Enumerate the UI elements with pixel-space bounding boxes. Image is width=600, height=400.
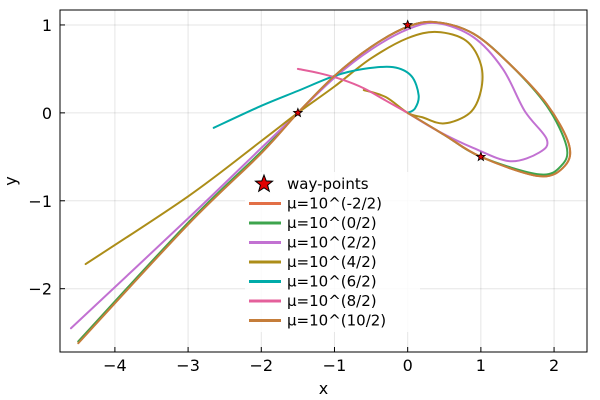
y-tick-label: 0 bbox=[42, 104, 52, 123]
legend-star-icon bbox=[254, 173, 274, 193]
legend-label-3: μ=10^(4/2) bbox=[287, 253, 377, 271]
plot-frame bbox=[59, 9, 588, 353]
series-line-5 bbox=[296, 67, 409, 114]
x-tick-label: 1 bbox=[476, 356, 486, 375]
y-axis-label: y bbox=[1, 176, 20, 185]
x-tick-label: −2 bbox=[249, 356, 273, 375]
x-tick-label: −3 bbox=[176, 356, 200, 375]
legend: way-points μ=10^(-2/2)μ=10^(0/2) μ=10^(2/2… bbox=[245, 172, 420, 332]
waypoint-star-marker bbox=[292, 107, 304, 118]
axis-ticks: −4 −3 −2 −1 0 1 2 −2 −1 0 1 bbox=[28, 16, 559, 375]
legend-label-5: μ=10^(8/2) bbox=[287, 292, 377, 310]
x-tick-label: 0 bbox=[403, 356, 413, 375]
legend-label-2: μ=10^(2/2) bbox=[287, 234, 377, 252]
series-line-6 bbox=[77, 20, 572, 345]
waypoint-markers bbox=[292, 19, 487, 162]
series-line-2 bbox=[69, 21, 549, 330]
legend-label-6: μ=10^(10/2) bbox=[287, 312, 386, 330]
x-tick-label: −4 bbox=[103, 356, 127, 375]
x-axis-label: x bbox=[319, 379, 328, 398]
y-tick-label: 1 bbox=[42, 16, 52, 35]
series-lines bbox=[69, 20, 572, 345]
legend-label-0: μ=10^(-2/2) bbox=[287, 195, 382, 213]
legend-label-4: μ=10^(6/2) bbox=[287, 273, 377, 291]
x-tick-label: −1 bbox=[323, 356, 347, 375]
x-tick-label: 2 bbox=[549, 356, 559, 375]
series-line-3 bbox=[84, 30, 484, 266]
waypoint-star-marker bbox=[475, 151, 487, 162]
waypoint-star-marker bbox=[402, 19, 414, 30]
legend-background bbox=[245, 172, 420, 332]
series-line-4 bbox=[212, 65, 420, 129]
y-tick-label: −2 bbox=[28, 280, 52, 299]
legend-label-1: μ=10^(0/2) bbox=[287, 214, 377, 232]
legend-label-waypoints: way-points bbox=[287, 175, 369, 193]
y-tick-label: −1 bbox=[28, 192, 52, 211]
